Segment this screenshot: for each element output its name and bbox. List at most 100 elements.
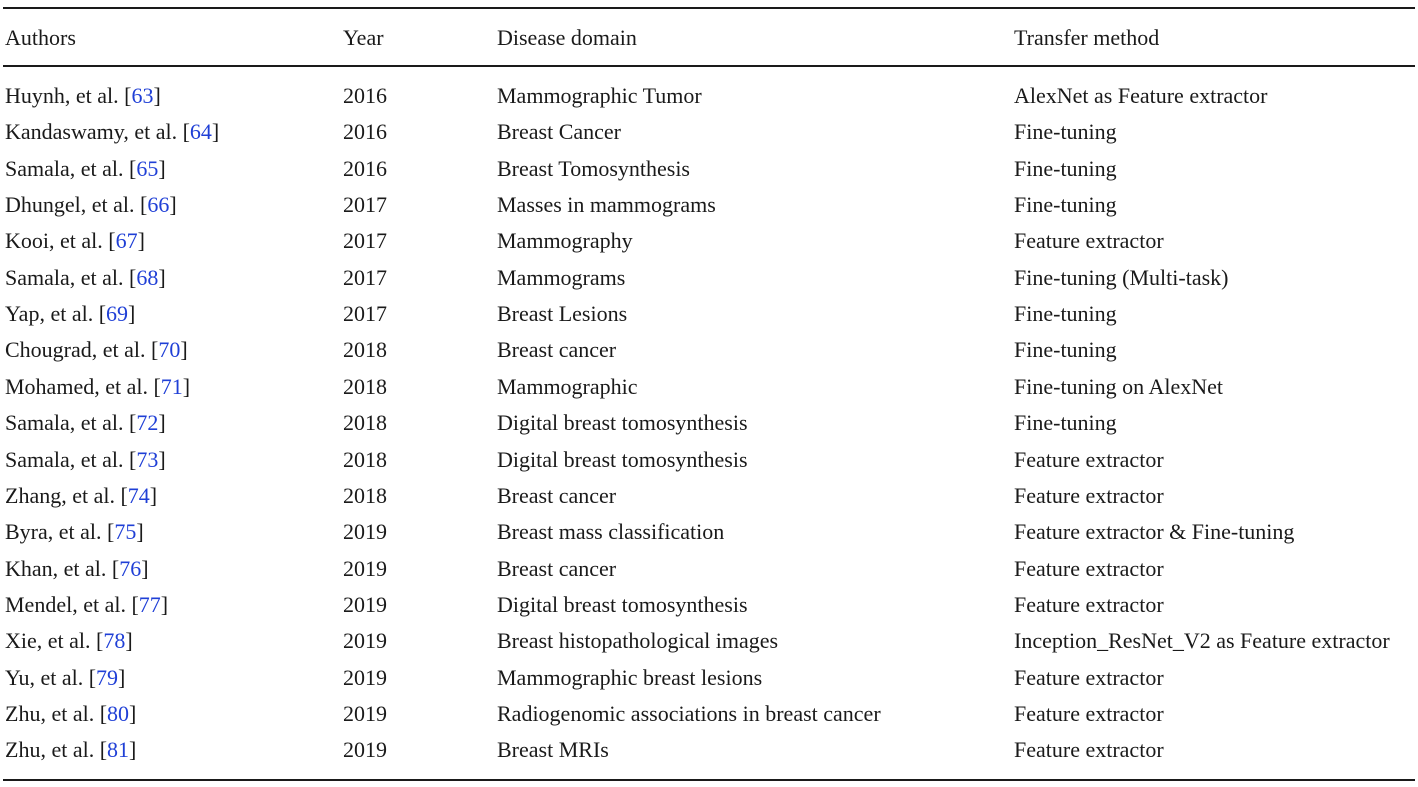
cell-disease-domain: Breast histopathological images	[497, 628, 779, 653]
reference-bracket-open: [	[153, 374, 161, 399]
author-name: Mendel, et al.	[5, 592, 132, 617]
table-bottom-rule	[3, 779, 1415, 781]
author-name: Zhu, et al.	[5, 701, 100, 726]
author-name: Dhungel, et al.	[5, 192, 141, 217]
cell-transfer-method: Fine-tuning	[1014, 337, 1117, 362]
cell-author: Mendel, et al. [77]	[5, 592, 168, 618]
cell-disease-domain: Breast cancer	[497, 483, 617, 508]
reference-bracket-open: [	[108, 228, 116, 253]
reference-link[interactable]: 66	[147, 192, 170, 217]
cell-transfer-method: Feature extractor	[1014, 483, 1164, 508]
cell-transfer-method: Feature extractor	[1014, 228, 1164, 253]
reference-link[interactable]: 81	[107, 737, 130, 762]
cell-author: Samala, et al. [68]	[5, 265, 166, 291]
cell-transfer-method: Fine-tuning	[1014, 301, 1117, 326]
reference-link[interactable]: 74	[127, 483, 150, 508]
author-name: Zhu, et al.	[5, 737, 100, 762]
cell-author: Khan, et al. [76]	[5, 556, 149, 582]
reference-link[interactable]: 69	[106, 301, 129, 326]
cell-year: 2016	[343, 119, 387, 144]
reference-bracket-open: [	[120, 483, 128, 508]
cell-disease-domain: Digital breast tomosynthesis	[497, 410, 748, 435]
cell-year: 2019	[343, 665, 387, 690]
cell-year: 2019	[343, 737, 387, 762]
cell-author: Mohamed, et al. [71]	[5, 374, 190, 400]
cell-author: Samala, et al. [73]	[5, 447, 166, 473]
reference-bracket-open: [	[111, 556, 120, 581]
author-name: Khan, et al.	[5, 556, 112, 581]
cell-transfer-method: Fine-tuning on AlexNet	[1014, 374, 1223, 399]
cell-transfer-method: Feature extractor	[1014, 665, 1164, 690]
cell-transfer-method: Feature extractor & Fine-tuning	[1014, 519, 1295, 544]
cell-disease-domain: Mammographic breast lesions	[497, 665, 763, 690]
cell-transfer-method: Fine-tuning	[1014, 119, 1117, 144]
cell-year: 2019	[343, 628, 387, 653]
reference-link[interactable]: 64	[189, 119, 212, 144]
cell-transfer-method: Feature extractor	[1014, 701, 1164, 726]
reference-bracket-open: [	[151, 337, 159, 362]
cell-year: 2018	[343, 447, 387, 472]
cell-transfer-method: AlexNet as Feature extractor	[1014, 83, 1268, 108]
cell-transfer-method: Fine-tuning	[1014, 410, 1117, 435]
reference-bracket-open: [	[124, 83, 132, 108]
reference-bracket-close: ]	[125, 628, 133, 653]
reference-bracket-close: ]	[211, 119, 220, 144]
cell-author: Xie, et al. [78]	[5, 628, 133, 654]
cell-disease-domain: Mammographic Tumor	[497, 83, 702, 108]
cell-year: 2018	[343, 410, 387, 435]
reference-link[interactable]: 71	[160, 374, 183, 399]
author-name: Mohamed, et al.	[5, 374, 154, 399]
reference-link[interactable]: 76	[119, 556, 142, 581]
reference-bracket-close: ]	[160, 592, 169, 617]
reference-bracket-close: ]	[128, 301, 136, 326]
reference-bracket-open: [	[96, 628, 104, 653]
reference-link[interactable]: 72	[136, 410, 159, 435]
reference-link[interactable]: 70	[158, 337, 181, 362]
reference-bracket-open: [	[107, 519, 115, 544]
cell-year: 2018	[343, 483, 387, 508]
reference-link[interactable]: 77	[138, 592, 161, 617]
cell-transfer-method: Fine-tuning	[1014, 192, 1117, 217]
reference-bracket-open: [	[98, 301, 107, 326]
reference-bracket-close: ]	[149, 483, 158, 508]
author-name: Samala, et al.	[5, 447, 130, 472]
reference-bracket-close: ]	[158, 447, 166, 472]
cell-disease-domain: Breast Lesions	[497, 301, 628, 326]
header-transfer-method: Transfer method	[1014, 25, 1160, 50]
cell-disease-domain: Mammography	[497, 228, 633, 253]
reference-bracket-close: ]	[129, 737, 137, 762]
author-name: Xie, et al.	[5, 628, 97, 653]
reference-link[interactable]: 78	[103, 628, 126, 653]
cell-year: 2019	[343, 556, 387, 581]
reference-link[interactable]: 79	[96, 665, 119, 690]
author-name: Yap, et al.	[5, 301, 99, 326]
cell-year: 2019	[343, 701, 387, 726]
header-year: Year	[343, 25, 384, 50]
author-name: Kandaswamy, et al.	[5, 119, 183, 144]
reference-bracket-open: [	[140, 192, 148, 217]
reference-bracket-close: ]	[158, 410, 166, 435]
reference-link[interactable]: 73	[136, 447, 159, 472]
reference-bracket-close: ]	[137, 228, 145, 253]
reference-bracket-close: ]	[141, 556, 149, 581]
cell-disease-domain: Mammograms	[497, 265, 626, 290]
reference-link[interactable]: 65	[136, 156, 159, 181]
reference-bracket-open: [	[129, 156, 137, 181]
reference-link[interactable]: 63	[131, 83, 154, 108]
author-name: Byra, et al.	[5, 519, 108, 544]
author-name: Samala, et al.	[5, 265, 130, 290]
author-name: Huynh, et al.	[5, 83, 125, 108]
cell-disease-domain: Breast cancer	[497, 556, 617, 581]
cell-transfer-method: Feature extractor	[1014, 737, 1164, 762]
reference-link[interactable]: 80	[107, 701, 130, 726]
reference-bracket-close: ]	[158, 265, 166, 290]
author-name: Chougrad, et al.	[5, 337, 152, 362]
cell-author: Yu, et al. [79]	[5, 665, 125, 691]
reference-bracket-open: [	[129, 265, 137, 290]
reference-link[interactable]: 75	[114, 519, 137, 544]
reference-link[interactable]: 67	[115, 228, 138, 253]
cell-transfer-method: Feature extractor	[1014, 592, 1164, 617]
reference-bracket-open: [	[131, 592, 139, 617]
reference-bracket-open: [	[129, 447, 137, 472]
reference-link[interactable]: 68	[136, 265, 159, 290]
